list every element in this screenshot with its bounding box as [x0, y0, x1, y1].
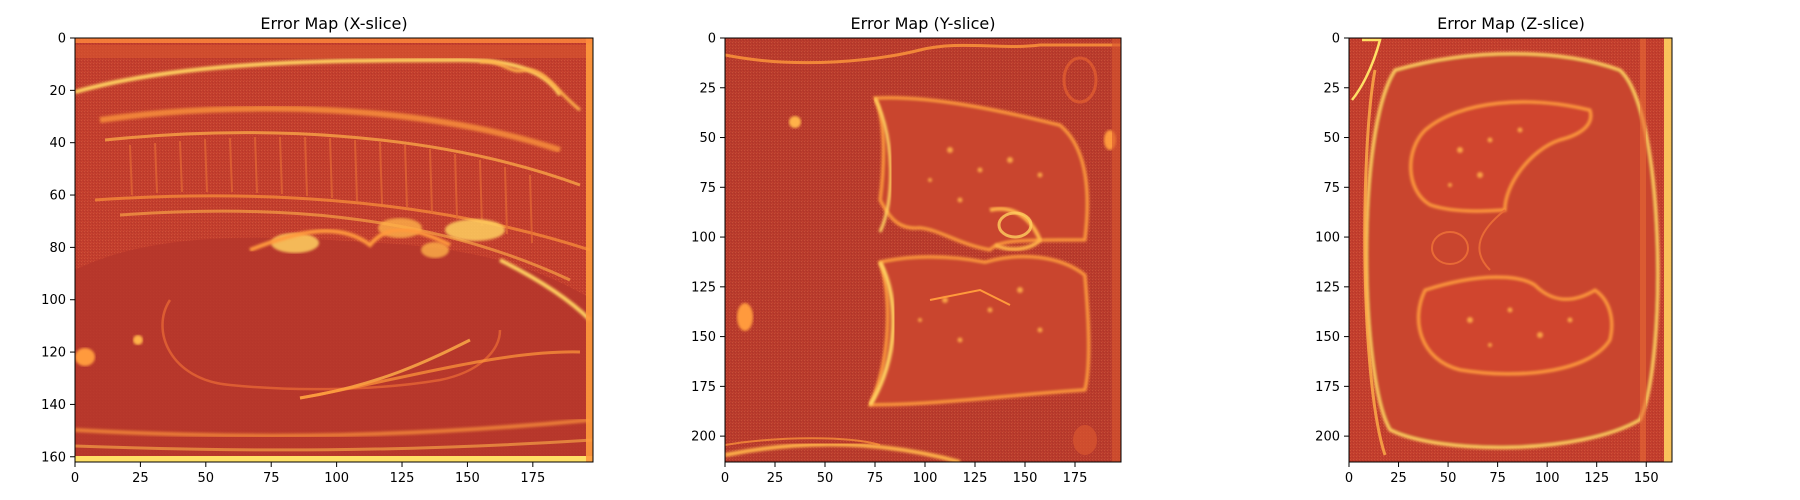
z-slice-y-tick-label: 0 [1332, 32, 1340, 47]
y-slice-y-tick-label: 100 [691, 231, 716, 246]
y-slice-x-tick-label: 75 [867, 471, 884, 486]
z-slice-y-tick-label: 25 [1323, 81, 1340, 96]
x-slice-x-tick-label: 0 [71, 471, 79, 486]
y-slice-y-tick-label: 175 [691, 380, 716, 395]
z-slice-x-tick-label: 125 [1584, 471, 1609, 486]
x-slice-axes: 0 25 50 75 100 125 150 175 0 20 40 60 80 100 120 140 160 [41, 32, 545, 487]
z-slice-heatmap-image [1349, 38, 1672, 462]
x-slice-y-tick-label: 160 [41, 450, 66, 465]
x-slice-frame [74, 37, 594, 463]
z-slice-x-tick-label: 75 [1489, 471, 1506, 486]
y-slice-y-tick-label: 50 [699, 131, 716, 146]
z-slice-axes: 0 25 50 75 100 125 150 0 25 50 75 100 125 150 175 200 [1315, 32, 1658, 487]
x-slice-panel: Error Map (X-slice) [41, 14, 594, 487]
z-slice-y-tick-label: 100 [1315, 231, 1340, 246]
x-slice-x-tick-label: 75 [263, 471, 280, 486]
z-slice-frame [1348, 37, 1673, 463]
x-slice-x-tick-label: 175 [520, 471, 545, 486]
y-slice-title: Error Map (Y-slice) [851, 14, 996, 33]
y-slice-y-tick-label: 125 [691, 280, 716, 295]
y-slice-y-tick-label: 75 [699, 181, 716, 196]
y-slice-x-tick-label: 150 [1013, 471, 1038, 486]
y-slice-panel: Error Map (Y-slice) [691, 14, 1122, 487]
x-slice-x-tick-label: 150 [455, 471, 480, 486]
z-slice-y-tick-label: 125 [1315, 280, 1340, 295]
x-slice-heatmap-image [75, 38, 593, 462]
y-slice-x-tick-label: 100 [913, 471, 938, 486]
x-slice-y-tick-label: 120 [41, 346, 66, 361]
z-slice-y-tick-label: 50 [1323, 131, 1340, 146]
x-slice-x-tick-label: 100 [324, 471, 349, 486]
x-slice-y-tick-label: 100 [41, 293, 66, 308]
y-slice-y-tick-label: 25 [699, 81, 716, 96]
y-slice-y-tick-label: 200 [691, 430, 716, 445]
z-slice-title: Error Map (Z-slice) [1437, 14, 1585, 33]
z-slice-y-tick-label: 75 [1323, 181, 1340, 196]
z-slice-x-tick-label: 50 [1440, 471, 1457, 486]
y-slice-x-tick-label: 50 [817, 471, 834, 486]
x-slice-y-tick-label: 20 [49, 84, 66, 99]
z-slice-y-tick-label: 175 [1315, 380, 1340, 395]
z-slice-y-tick-label: 150 [1315, 330, 1340, 345]
x-slice-y-tick-label: 40 [49, 136, 66, 151]
z-slice-y-tick-label: 200 [1315, 430, 1340, 445]
x-slice-x-tick-label: 25 [132, 471, 149, 486]
x-slice-y-tick-label: 0 [58, 32, 66, 47]
z-slice-x-tick-label: 0 [1345, 471, 1353, 486]
x-slice-y-tick-label: 60 [49, 189, 66, 204]
z-slice-x-tick-label: 100 [1535, 471, 1560, 486]
y-slice-y-tick-label: 0 [708, 32, 716, 47]
y-slice-frame [724, 37, 1122, 463]
y-slice-y-tick-label: 150 [691, 330, 716, 345]
y-slice-x-tick-label: 0 [721, 471, 729, 486]
x-slice-x-tick-label: 125 [390, 471, 415, 486]
x-slice-y-tick-label: 140 [41, 398, 66, 413]
y-slice-x-tick-label: 25 [767, 471, 784, 486]
z-slice-x-tick-label: 150 [1634, 471, 1659, 486]
y-slice-x-tick-label: 125 [963, 471, 988, 486]
x-slice-y-tick-label: 80 [49, 241, 66, 256]
y-slice-axes: 0 25 50 75 100 125 150 175 0 25 50 75 100 125 150 175 20… [691, 32, 1087, 487]
y-slice-heatmap-image [725, 38, 1121, 462]
x-slice-x-tick-label: 50 [198, 471, 215, 486]
z-slice-x-tick-label: 25 [1390, 471, 1407, 486]
y-slice-x-tick-label: 175 [1063, 471, 1088, 486]
x-slice-title: Error Map (X-slice) [260, 14, 407, 33]
